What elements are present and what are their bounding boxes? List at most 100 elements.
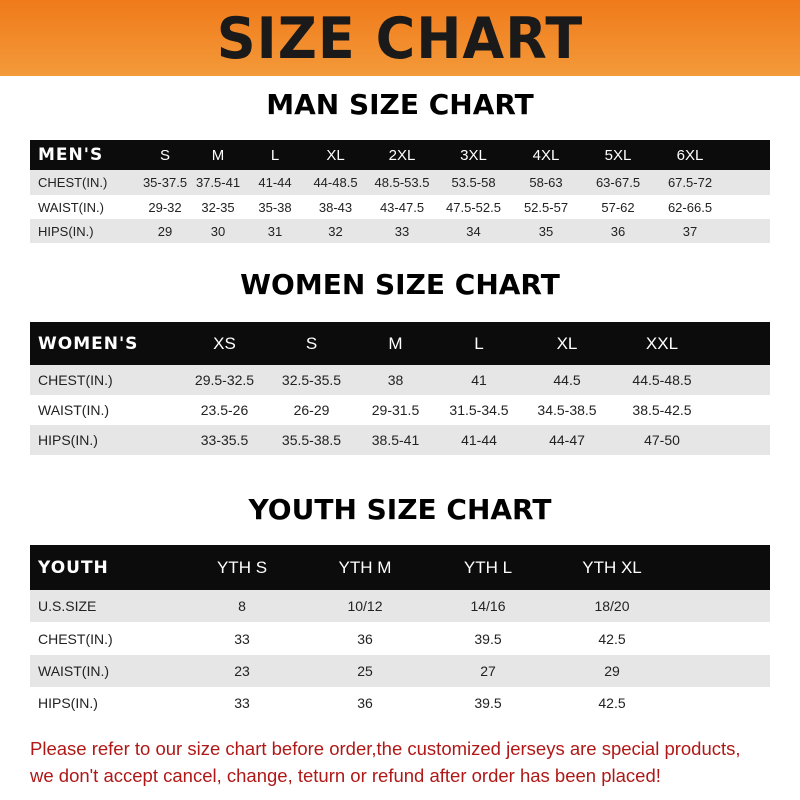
- cell: 67.5-72: [667, 175, 713, 190]
- cell: 42.5: [598, 630, 626, 647]
- cell: XS: [213, 333, 236, 353]
- cell: 44.5-48.5: [632, 372, 692, 388]
- cell: 41-44: [461, 432, 497, 448]
- cell: M: [388, 333, 403, 353]
- table-row: CHEST(IN.) 33 36 39.5 42.5: [30, 622, 770, 655]
- cell: 14/16: [470, 598, 506, 614]
- cell: 39.5: [474, 694, 502, 711]
- row-label: HIPS(IN.): [38, 223, 94, 239]
- women-size-table: WOMEN'S XS S M L XL XXL CHEST(IN.) 29.5-32.5 32.5…: [30, 322, 770, 455]
- cell: 44-48.5: [313, 175, 358, 190]
- cell: 35-38: [258, 199, 292, 215]
- header-row: MEN'S S M L XL 2XL 3XL 4XL 5XL 6XL: [30, 140, 770, 170]
- cell: 52.5-57: [523, 199, 569, 215]
- cell: 36: [357, 630, 373, 647]
- women-section-title: WOMEN SIZE CHART: [240, 268, 560, 301]
- cell: S: [305, 333, 318, 353]
- notice-line: Please refer to our size chart before or…: [30, 738, 741, 759]
- cell: 3XL: [460, 146, 487, 164]
- table-row: HIPS(IN.) 33 36 39.5 42.5: [30, 687, 770, 718]
- cell: YTH XL: [582, 557, 642, 577]
- cell: 29: [157, 223, 173, 239]
- page-title: SIZE CHART: [216, 4, 584, 72]
- cell: 10/12: [347, 598, 383, 614]
- cell: 31.5-34.5: [449, 402, 509, 418]
- cell: 41: [471, 372, 487, 388]
- cell: 34.5-38.5: [537, 402, 597, 418]
- table-row: WAIST(IN.) 23.5-26 26-29 29-31.5 31.5-34.5 34…: [30, 395, 770, 425]
- table-row: HIPS(IN.) 29 30 31 32 33 34 35 36 37: [30, 219, 770, 243]
- cell: 44-47: [549, 432, 585, 448]
- row-label: U.S.SIZE: [38, 598, 97, 614]
- cell: 27: [480, 663, 496, 679]
- table-row: WAIST(IN.) 23 25 27 29: [30, 655, 770, 687]
- cell: 37: [682, 223, 698, 239]
- cell: 44.5: [553, 372, 581, 388]
- cell: 37.5-41: [195, 175, 241, 190]
- cell: L: [270, 146, 280, 164]
- cell: 30: [210, 223, 226, 239]
- cell: 26-29: [293, 402, 330, 418]
- cell: 47-50: [644, 432, 680, 448]
- header-row: YOUTH YTH S YTH M YTH L YTH XL: [30, 545, 770, 590]
- table-row: WAIST(IN.) 29-32 32-35 35-38 38-43 43-47.5 47.…: [30, 195, 770, 219]
- men-size-table: MEN'S S M L XL 2XL 3XL 4XL 5XL 6XL CHEST(IN.) 35-37…: [30, 140, 770, 243]
- table-row: HIPS(IN.) 33-35.5 35.5-38.5 38.5-41 41-44 44-…: [30, 425, 770, 455]
- notice-line: we don't accept cancel, change, teturn o…: [30, 765, 661, 786]
- cell: YTH S: [216, 557, 268, 577]
- cell: 57-62: [601, 199, 635, 215]
- cell: 5XL: [604, 146, 632, 164]
- cell: 29-31.5: [371, 402, 420, 418]
- cell: 62-66.5: [667, 199, 713, 215]
- order-notice: Please refer to our size chart before or…: [30, 735, 790, 789]
- cell: 38: [387, 372, 404, 388]
- youth-section-title: YOUTH SIZE CHART: [248, 493, 552, 526]
- cell: 36: [610, 223, 626, 239]
- cell: YTH M: [338, 557, 392, 577]
- cell: 32: [328, 223, 343, 239]
- cell: 42.5: [598, 694, 626, 711]
- cell: XXL: [645, 333, 679, 353]
- cell: 31: [267, 223, 283, 239]
- cell: S: [159, 146, 170, 164]
- cell: 39.5: [474, 630, 502, 647]
- cell: 6XL: [676, 146, 704, 164]
- row-label: CHEST(IN.): [38, 630, 113, 647]
- row-label: CHEST(IN.): [38, 372, 113, 388]
- cell: 34: [466, 223, 481, 239]
- cell: 53.5-58: [451, 175, 496, 190]
- table-row: CHEST(IN.) 29.5-32.5 32.5-35.5 38 41 44.5 44.5…: [30, 365, 770, 395]
- cell: 38.5-42.5: [632, 402, 692, 418]
- row-label: MEN'S: [38, 145, 104, 165]
- cell: M: [211, 146, 225, 164]
- cell: 35-37.5: [142, 175, 188, 190]
- cell: 35: [538, 223, 554, 239]
- cell: 29-32: [148, 199, 182, 215]
- cell: 2XL: [388, 146, 416, 164]
- cell: 32-35: [201, 199, 235, 215]
- cell: 4XL: [532, 146, 560, 164]
- table-row: CHEST(IN.) 35-37.5 37.5-41 41-44 44-48.5 48.5…: [30, 170, 770, 195]
- cell: XL: [556, 333, 578, 353]
- men-section-title: MAN SIZE CHART: [266, 88, 534, 121]
- row-label: WAIST(IN.): [38, 199, 104, 215]
- cell: 32.5-35.5: [281, 372, 342, 388]
- row-label: WOMEN'S: [38, 333, 139, 354]
- cell: L: [474, 333, 484, 353]
- cell: 23: [234, 663, 250, 679]
- cell: 33: [234, 694, 250, 711]
- cell: 43-47.5: [379, 199, 425, 215]
- cell: 38-43: [318, 199, 353, 215]
- row-label: HIPS(IN.): [38, 432, 98, 448]
- cell: 63-67.5: [595, 175, 641, 190]
- youth-size-table: YOUTH YTH S YTH M YTH L YTH XL U.S.SIZE 8 10/12…: [30, 545, 770, 718]
- cell: 33-35.5: [200, 432, 249, 448]
- table-row: U.S.SIZE 8 10/12 14/16 18/20: [30, 590, 770, 622]
- cell: YTH L: [463, 557, 513, 577]
- cell: 41-44: [258, 175, 292, 190]
- title-banner: SIZE CHART: [0, 0, 800, 76]
- row-label: WAIST(IN.): [38, 663, 110, 679]
- cell: XL: [326, 146, 345, 164]
- cell: 47.5-52.5: [446, 199, 501, 215]
- cell: 8: [238, 598, 246, 614]
